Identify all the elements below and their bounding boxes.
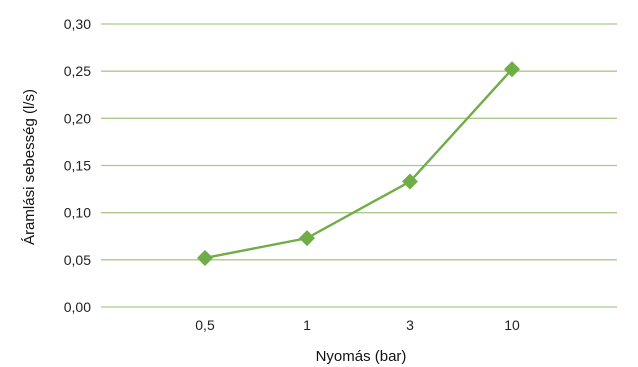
y-tick-label: 0,00	[64, 299, 91, 315]
series-line	[204, 68, 513, 260]
y-tick-label: 0,05	[64, 252, 91, 268]
x-axis-title: Nyomás (bar)	[316, 348, 407, 365]
data-point-marker	[197, 249, 213, 266]
y-tick-label: 0,10	[64, 205, 91, 221]
y-tick-label: 0,30	[64, 16, 91, 32]
x-tick-label: 0,5	[195, 317, 215, 333]
series-layer	[197, 61, 520, 266]
data-point-marker	[299, 230, 315, 247]
x-axis-ticks: 0,5 1 3 10	[195, 317, 520, 333]
y-axis-ticks: 0,00 0,05 0,10 0,15 0,20 0,25 0,30	[64, 16, 91, 315]
x-tick-label: 3	[406, 317, 414, 333]
data-point-marker	[504, 61, 520, 78]
y-axis-title: Áramlási sebesség (l/s)	[21, 89, 38, 245]
x-tick-label: 10	[504, 317, 520, 333]
x-tick-label: 1	[303, 317, 311, 333]
y-tick-label: 0,25	[64, 63, 91, 79]
data-point-marker	[402, 173, 418, 190]
y-tick-label: 0,15	[64, 158, 91, 174]
y-tick-label: 0,20	[64, 110, 91, 126]
gridlines	[101, 23, 617, 308]
